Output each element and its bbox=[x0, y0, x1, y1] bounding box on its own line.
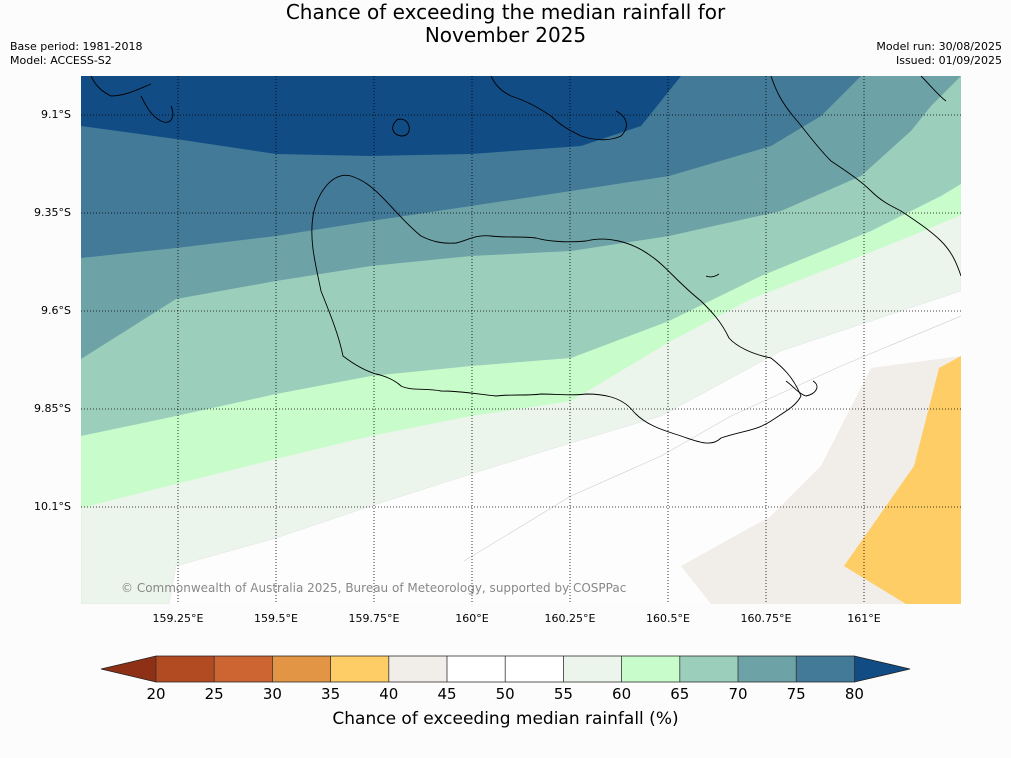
colorbar-tick-label: 25 bbox=[204, 685, 224, 703]
lon-label-2: 159.5°E bbox=[254, 612, 298, 625]
meta-left: Base period: 1981-2018 Model: ACCESS-S2 bbox=[10, 40, 142, 68]
rainfall-probability-map[interactable] bbox=[81, 76, 961, 604]
colorbar-svg bbox=[100, 655, 911, 683]
colorbar-outline bbox=[100, 655, 911, 683]
colorbar-segment-45-50 bbox=[447, 656, 506, 682]
map-canvas bbox=[81, 76, 961, 604]
model-name: Model: ACCESS-S2 bbox=[10, 54, 112, 67]
lon-label-8: 161°E bbox=[847, 612, 881, 625]
graticule bbox=[81, 76, 961, 604]
colorbar-segment-60-65 bbox=[621, 656, 680, 682]
lon-label-3: 159.75°E bbox=[348, 612, 400, 625]
lon-label-5: 160.25°E bbox=[544, 612, 596, 625]
colorbar-tick-label: 50 bbox=[495, 685, 515, 703]
band-gt80 bbox=[81, 76, 681, 156]
colorbar-tick-label: 80 bbox=[844, 685, 864, 703]
colorbar-tick-label: 70 bbox=[728, 685, 748, 703]
lat-label-4: 9.85°S bbox=[34, 402, 71, 415]
coastline bbox=[90, 76, 961, 444]
colorbar-label: Chance of exceeding median rainfall (%) bbox=[332, 709, 679, 729]
colorbar-tick-label: 35 bbox=[321, 685, 341, 703]
meta-right: Model run: 30/08/2025 Issued: 01/09/2025 bbox=[876, 40, 1002, 68]
lat-label-5: 10.1°S bbox=[34, 500, 71, 513]
lon-label-1: 159.25°E bbox=[152, 612, 204, 625]
colorbar-segment-30-35 bbox=[272, 656, 331, 682]
lon-label-7: 160.75°E bbox=[740, 612, 792, 625]
colorbar-segment-50-55 bbox=[505, 656, 564, 682]
colorbar-tick-label: 45 bbox=[437, 685, 457, 703]
issued-date: Issued: 01/09/2025 bbox=[895, 54, 1002, 67]
lat-label-3: 9.6°S bbox=[41, 304, 71, 317]
colorbar-extend-high bbox=[854, 656, 910, 682]
colorbar-tick-label: 60 bbox=[612, 685, 632, 703]
base-period: Base period: 1981-2018 bbox=[10, 40, 143, 53]
contour-45 bbox=[463, 315, 961, 562]
colorbar-extend-low bbox=[101, 656, 156, 682]
model-run: Model run: 30/08/2025 bbox=[876, 40, 1002, 53]
colorbar-segment-40-45 bbox=[388, 656, 447, 682]
colorbar-tick-label: 30 bbox=[262, 685, 282, 703]
colorbar-tick-label: 75 bbox=[786, 685, 806, 703]
lon-label-6: 160.5°E bbox=[646, 612, 690, 625]
copyright-notice: © Commonwealth of Australia 2025, Bureau… bbox=[121, 581, 627, 595]
colorbar-segment-25-30 bbox=[214, 656, 273, 682]
colorbar-segment-65-70 bbox=[679, 656, 738, 682]
band-35-40 bbox=[844, 356, 961, 604]
map-title-line2: November 2025 bbox=[424, 23, 587, 47]
lat-label-2: 9.35°S bbox=[34, 206, 71, 219]
colorbar-segment-70-75 bbox=[738, 656, 797, 682]
colorbar-tick-label: 55 bbox=[553, 685, 573, 703]
lon-label-4: 160°E bbox=[455, 612, 489, 625]
colorbar-tick-label: 40 bbox=[379, 685, 399, 703]
lat-label-1: 9.1°S bbox=[41, 108, 71, 121]
colorbar-segment-75-80 bbox=[796, 656, 855, 682]
colorbar-tick-label: 65 bbox=[670, 685, 690, 703]
colorbar-segment-20-25 bbox=[156, 656, 215, 682]
colorbar-segment-55-60 bbox=[563, 656, 622, 682]
map-title-line1: Chance of exceeding the median rainfall … bbox=[285, 0, 726, 24]
colorbar bbox=[100, 655, 911, 683]
colorbar-tick-label: 20 bbox=[146, 685, 166, 703]
colorbar-segment-35-40 bbox=[330, 656, 389, 682]
